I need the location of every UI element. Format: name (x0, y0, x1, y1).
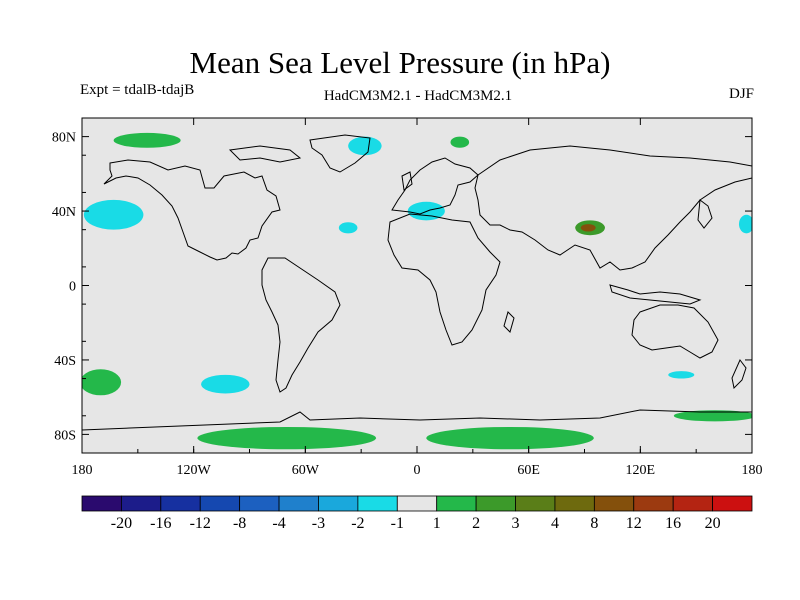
lat-label: 0 (69, 280, 76, 295)
lat-label: 40N (52, 205, 76, 220)
coast-antarctica (82, 409, 752, 431)
colorbar-label: -1 (391, 515, 404, 532)
coast-arctic-islands (228, 145, 302, 163)
coast-africa (387, 213, 501, 346)
colorbar: -20 -16 -12 -8 -4 -3 -2 -1 1 2 3 4 8 12 16 20 (81, 495, 753, 532)
coast-north-america (103, 159, 281, 261)
lon-label: 180 (742, 463, 763, 478)
colorbar-label: 16 (665, 515, 681, 532)
lat-label: 40S (54, 354, 76, 369)
colorbar-swatch (593, 495, 635, 512)
coast-australia (631, 304, 719, 359)
chart-title: Mean Sea Level Pressure (in hPa) (189, 45, 611, 80)
colorbar-label: -2 (351, 515, 364, 532)
coast-madagascar (503, 311, 515, 333)
experiment-label: Expt = tdalB-tdajB (80, 82, 195, 98)
colorbar-swatch (357, 495, 398, 512)
region-south-pacific-high (82, 369, 122, 396)
season-label: DJF (728, 86, 754, 102)
region-west-pacific-low (738, 214, 752, 234)
colorbar-label: -4 (272, 515, 285, 532)
colorbar-label: 12 (626, 515, 642, 532)
colorbar-label: -12 (190, 515, 211, 532)
region-greenland-low (348, 136, 382, 156)
region-ross-sea-high (673, 410, 752, 422)
region-tibet-high-core (580, 224, 596, 232)
colorbar-label: -3 (312, 515, 325, 532)
colorbar-swatch (436, 495, 477, 512)
region-north-pacific-low (83, 199, 144, 230)
coast-uk (401, 171, 413, 191)
anomaly-regions (82, 132, 752, 450)
colorbar-swatch (712, 495, 753, 512)
colorbar-swatch (278, 495, 319, 512)
colorbar-swatch (475, 495, 516, 512)
colorbar-label: 2 (472, 515, 480, 532)
coastlines (82, 134, 752, 431)
colorbar-swatch (239, 495, 280, 512)
lon-label: 120E (626, 463, 656, 478)
lon-label: 60E (517, 463, 540, 478)
colorbar-label: -20 (111, 515, 132, 532)
colorbar-swatch (199, 495, 241, 512)
coast-greenland (309, 134, 371, 173)
lon-label: 0 (414, 463, 421, 478)
colorbar-label: 1 (433, 515, 441, 532)
lat-label: 80S (54, 428, 76, 443)
region-antarctic-high-west (197, 426, 377, 450)
coast-indonesia (609, 284, 702, 305)
coast-south-america (261, 257, 341, 393)
colorbar-swatch (81, 495, 122, 512)
map-axes: 80N 40N 0 40S 80S 180 120W 60W 0 60E 120E 180 (52, 117, 763, 478)
coast-japan (697, 199, 713, 229)
colorbar-label: -16 (150, 515, 171, 532)
lon-label: 120W (177, 463, 212, 478)
colorbar-swatch (396, 495, 438, 512)
model-label: HadCM3M2.1 - HadCM3M2.1 (323, 88, 513, 104)
region-north-atlantic-low (338, 222, 358, 234)
colorbar-label: 8 (590, 515, 598, 532)
colorbar-swatch (160, 495, 201, 512)
coast-asia (474, 145, 752, 271)
colorbar-swatch (672, 495, 713, 512)
lat-label: 80N (52, 131, 76, 146)
map-background (82, 118, 752, 453)
colorbar-label: 3 (512, 515, 520, 532)
colorbar-swatch (554, 495, 595, 512)
region-south-indian-low (668, 371, 695, 379)
coast-new-zealand (731, 359, 747, 390)
colorbar-label: 4 (551, 515, 559, 532)
colorbar-label: -8 (233, 515, 246, 532)
lon-label: 180 (72, 463, 93, 478)
region-antarctic-high-east (426, 426, 594, 450)
colorbar-swatch (633, 495, 674, 512)
colorbar-swatch (121, 495, 162, 512)
colorbar-swatch (515, 495, 556, 512)
region-barents-high (450, 136, 470, 148)
region-arctic-high (113, 132, 181, 148)
region-south-pacific-low (201, 374, 250, 394)
colorbar-label: 20 (705, 515, 721, 532)
colorbar-swatch (318, 495, 359, 512)
lon-label: 60W (292, 463, 320, 478)
